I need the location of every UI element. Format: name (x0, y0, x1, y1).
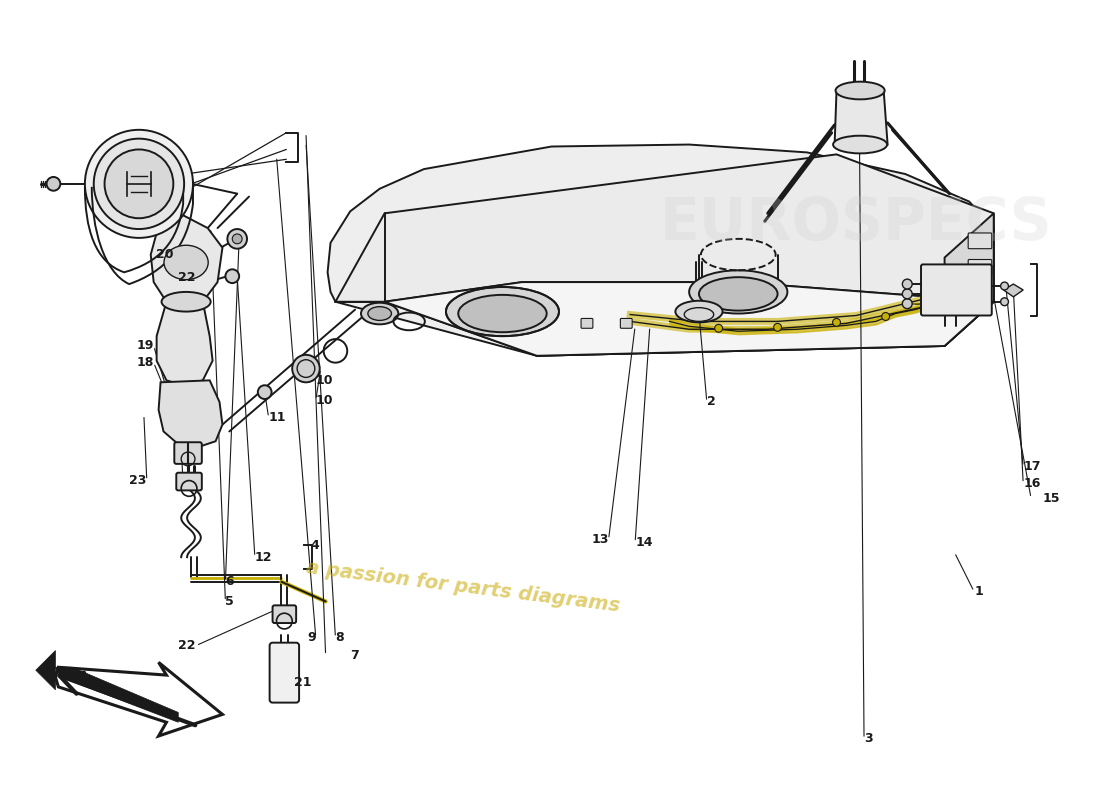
Circle shape (902, 299, 912, 309)
FancyBboxPatch shape (273, 606, 296, 623)
Text: 15: 15 (1043, 492, 1060, 505)
Text: 9: 9 (307, 631, 316, 644)
Polygon shape (55, 667, 178, 722)
Text: 10: 10 (316, 374, 333, 387)
Ellipse shape (833, 136, 887, 154)
Ellipse shape (689, 270, 788, 314)
Text: 21: 21 (294, 677, 311, 690)
Polygon shape (151, 215, 222, 306)
FancyBboxPatch shape (581, 318, 593, 328)
Text: 8: 8 (336, 631, 344, 644)
Circle shape (228, 229, 248, 249)
Text: 2: 2 (707, 395, 716, 409)
Text: 3: 3 (864, 733, 872, 746)
Polygon shape (1003, 284, 1023, 297)
Circle shape (104, 150, 174, 218)
FancyBboxPatch shape (270, 642, 299, 702)
Ellipse shape (164, 246, 208, 280)
Text: 22: 22 (178, 639, 196, 652)
Polygon shape (385, 282, 993, 356)
FancyBboxPatch shape (921, 265, 992, 315)
Circle shape (94, 138, 184, 229)
Circle shape (293, 355, 320, 382)
Text: 1: 1 (975, 585, 982, 598)
Circle shape (257, 386, 272, 399)
Text: 16: 16 (1023, 477, 1041, 490)
Circle shape (85, 130, 192, 238)
Circle shape (902, 289, 912, 299)
Polygon shape (158, 380, 222, 447)
Circle shape (226, 270, 239, 283)
Circle shape (46, 177, 60, 190)
Text: 22: 22 (178, 270, 196, 284)
PathPatch shape (328, 145, 993, 356)
Circle shape (833, 318, 840, 326)
Polygon shape (835, 90, 888, 146)
Ellipse shape (361, 302, 398, 324)
FancyBboxPatch shape (176, 473, 201, 490)
Text: 4: 4 (311, 539, 320, 552)
Text: 5: 5 (226, 595, 234, 608)
Text: 20: 20 (156, 248, 174, 261)
Circle shape (232, 234, 242, 244)
FancyBboxPatch shape (968, 259, 992, 275)
Text: 19: 19 (136, 339, 154, 353)
Text: 7: 7 (350, 649, 359, 662)
Text: 10: 10 (316, 394, 333, 406)
Ellipse shape (698, 277, 778, 310)
Circle shape (1001, 298, 1009, 306)
Text: 18: 18 (136, 356, 154, 369)
Circle shape (902, 279, 912, 289)
Text: 14: 14 (635, 536, 652, 549)
Polygon shape (945, 214, 993, 346)
Text: EUROSPECS: EUROSPECS (660, 194, 1053, 252)
Circle shape (882, 313, 890, 321)
Circle shape (1001, 282, 1009, 290)
Polygon shape (336, 154, 993, 302)
Text: 12: 12 (255, 550, 273, 564)
Text: 17: 17 (1023, 460, 1041, 474)
Ellipse shape (446, 287, 559, 336)
Polygon shape (36, 650, 55, 690)
FancyBboxPatch shape (174, 442, 201, 464)
Polygon shape (385, 282, 993, 356)
FancyBboxPatch shape (620, 318, 632, 328)
Text: 23: 23 (130, 474, 146, 487)
Text: 11: 11 (268, 411, 286, 424)
Ellipse shape (836, 82, 884, 99)
FancyBboxPatch shape (968, 233, 992, 249)
Text: a passion for parts diagrams: a passion for parts diagrams (305, 558, 622, 615)
Circle shape (773, 323, 781, 331)
Ellipse shape (367, 306, 392, 321)
Ellipse shape (162, 292, 211, 311)
Text: 13: 13 (591, 533, 608, 546)
Ellipse shape (459, 295, 547, 332)
Ellipse shape (675, 301, 723, 322)
Polygon shape (156, 302, 212, 386)
Circle shape (715, 324, 723, 332)
Text: 6: 6 (226, 575, 234, 588)
